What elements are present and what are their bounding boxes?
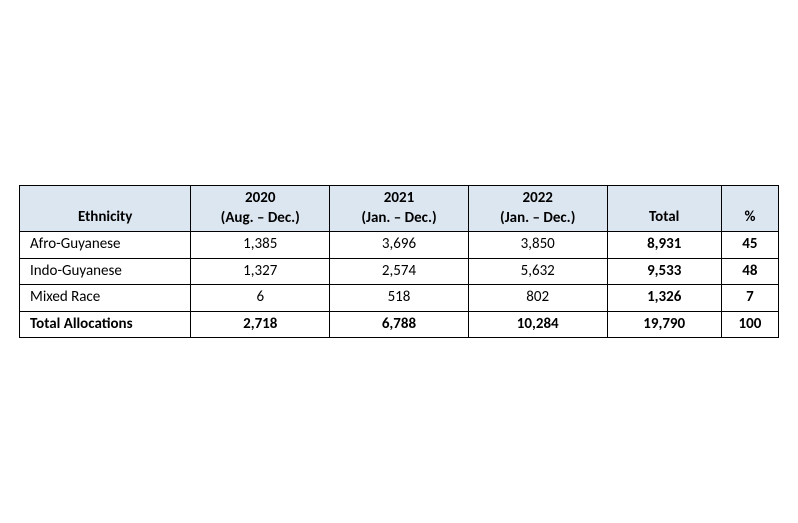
col-header-2020: 2020 (Aug. – Dec.) [191,186,330,232]
col-header-2022: 2022 (Jan. – Dec.) [468,186,607,232]
table-row: Indo-Guyanese 1,327 2,574 5,632 9,533 48 [20,258,779,285]
cell-2022: 802 [468,285,607,312]
col-header-2021: 2021 (Jan. – Dec.) [330,186,469,232]
col-header-total-label: Total [649,208,679,226]
col-header-pct: % [721,186,778,232]
cell-2020: 1,327 [191,258,330,285]
table-row: Afro-Guyanese 1,385 3,696 3,850 8,931 45 [20,232,779,259]
col-header-ethnicity-label: Ethnicity [78,208,132,226]
cell-total-2022: 10,284 [468,311,607,338]
cell-total: 8,931 [607,232,721,259]
cell-label: Afro-Guyanese [20,232,191,259]
allocations-table: Ethnicity 2020 (Aug. – Dec.) 2021 (Jan. … [19,185,779,338]
cell-label: Indo-Guyanese [20,258,191,285]
cell-2022: 3,850 [468,232,607,259]
cell-label: Mixed Race [20,285,191,312]
cell-total-2021: 6,788 [330,311,469,338]
cell-pct: 48 [721,258,778,285]
cell-total-label: Total Allocations [20,311,191,338]
col-header-2022-year: 2022 [477,189,599,209]
col-header-2021-year: 2021 [338,189,460,209]
cell-2021: 3,696 [330,232,469,259]
cell-2020: 6 [191,285,330,312]
cell-2021: 518 [330,285,469,312]
table-total-row: Total Allocations 2,718 6,788 10,284 19,… [20,311,779,338]
cell-pct: 7 [721,285,778,312]
col-header-2020-year: 2020 [199,189,321,209]
cell-pct: 45 [721,232,778,259]
table-row: Mixed Race 6 518 802 1,326 7 [20,285,779,312]
cell-total-2020: 2,718 [191,311,330,338]
cell-2020: 1,385 [191,232,330,259]
col-header-2022-period: (Jan. – Dec.) [477,209,599,229]
cell-total: 9,533 [607,258,721,285]
allocations-table-wrapper: Ethnicity 2020 (Aug. – Dec.) 2021 (Jan. … [19,185,779,338]
cell-2021: 2,574 [330,258,469,285]
col-header-total: Total [607,186,721,232]
table-header-row: Ethnicity 2020 (Aug. – Dec.) 2021 (Jan. … [20,186,779,232]
cell-2022: 5,632 [468,258,607,285]
col-header-ethnicity: Ethnicity [20,186,191,232]
cell-total: 1,326 [607,285,721,312]
cell-total-pct: 100 [721,311,778,338]
col-header-2021-period: (Jan. – Dec.) [338,209,460,229]
cell-total-sum: 19,790 [607,311,721,338]
col-header-2020-period: (Aug. – Dec.) [199,209,321,229]
col-header-pct-label: % [744,208,755,226]
